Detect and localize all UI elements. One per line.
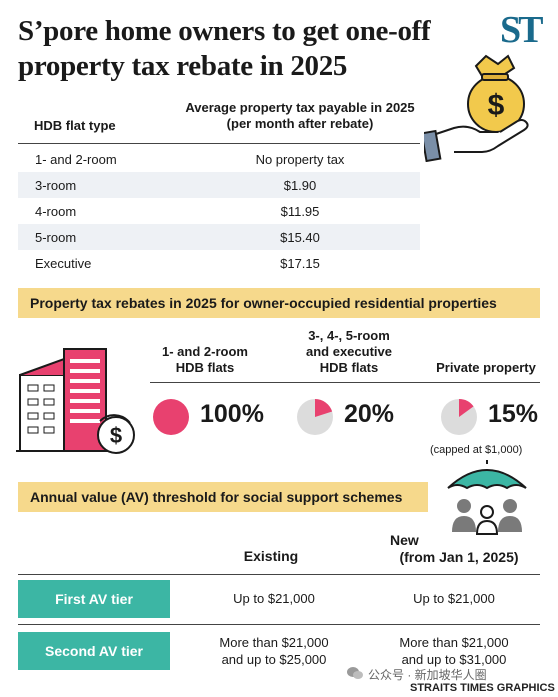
rebate-col-2-line2: HDB flats — [319, 360, 379, 375]
rebate-col-3-header: Private property — [428, 360, 544, 376]
second-tier-existing: More than $21,000 and up to $25,000 — [194, 634, 354, 668]
pie-20-icon — [297, 399, 333, 435]
flat-type: 1- and 2-room — [35, 152, 117, 167]
graphics-credit: STRAITS TIMES GRAPHICS — [410, 682, 555, 694]
pie-100-icon — [153, 399, 189, 435]
umbrella-family-icon — [447, 460, 527, 535]
pie-15-icon — [441, 399, 477, 435]
second-tier-new-line2: and up to $31,000 — [401, 652, 507, 667]
table1-col2-header-line2: (per month after rebate) — [226, 116, 374, 131]
flat-type: 4-room — [35, 204, 77, 219]
tier-first: First AV tier — [18, 580, 170, 618]
tax-value: $15.40 — [280, 230, 320, 245]
tax-value: $1.90 — [283, 178, 317, 193]
watermark-text: 公众号 · 新加坡华人圈 — [368, 668, 487, 682]
svg-text:$: $ — [110, 423, 122, 448]
rebate-col-1-header: 1- and 2-room HDB flats — [150, 344, 260, 376]
first-tier-new: Up to $21,000 — [413, 591, 495, 606]
table-row: 1- and 2-room No property tax — [18, 146, 420, 172]
table1-divider — [18, 143, 420, 144]
tax-value: $17.15 — [280, 256, 320, 271]
second-tier-existing-line1: More than $21,000 — [219, 635, 329, 650]
rebate-col-2-header: 3-, 4-, 5-room and executive HDB flats — [284, 328, 414, 376]
av-col-new-header: New (from Jan 1, 2025) — [384, 532, 534, 566]
table1-col2-header: Average property tax payable in 2025 (pe… — [170, 100, 430, 132]
flat-type: 5-room — [35, 230, 77, 245]
av-col-existing-header: Existing — [243, 548, 299, 564]
rebate-col-3-line2: Private property — [436, 360, 536, 375]
rebate-percent-2: 20% — [344, 400, 395, 428]
flat-type: Executive — [35, 256, 92, 271]
second-tier-new: More than $21,000 and up to $31,000 — [374, 634, 534, 668]
svg-text:$: $ — [488, 89, 505, 122]
table-row: 5-room $15.40 — [18, 224, 420, 250]
headline: S’pore home owners to get one-off proper… — [18, 14, 488, 84]
av-col-new-line2: (from Jan 1, 2025) — [399, 549, 519, 565]
tax-value: $11.95 — [280, 204, 320, 219]
tax-value: No property tax — [255, 152, 345, 167]
rebate-percent-1: 100% — [200, 400, 264, 428]
rebate-col-2-line1: and executive — [306, 344, 392, 359]
rebate-col-1-line1: 1- and 2-room — [162, 344, 248, 359]
av-col-new-line1: New — [390, 532, 419, 548]
av-divider-2 — [18, 624, 540, 625]
building-coin-icon: $ — [16, 348, 135, 454]
rebate-percent-3: 15% — [488, 400, 539, 428]
rebate-col-1-line2: HDB flats — [175, 360, 235, 375]
wechat-icon — [347, 667, 363, 679]
flat-type: 3-room — [35, 178, 77, 193]
headline-line-1: S’pore home owners to get one-off — [18, 15, 431, 47]
headline-line-2: property tax rebate in 2025 — [18, 50, 348, 82]
rebate-col-2-line0: 3-, 4-, 5-room — [308, 328, 390, 343]
st-logo: ST — [500, 9, 544, 51]
table1-col2-header-line1: Average property tax payable in 2025 — [185, 100, 415, 115]
tier-second: Second AV tier — [18, 632, 170, 670]
table-row: Executive $17.15 — [18, 250, 420, 276]
second-tier-new-line1: More than $21,000 — [399, 635, 509, 650]
second-tier-existing-line2: and up to $25,000 — [221, 652, 327, 667]
table-row: 3-room $1.90 — [18, 172, 420, 198]
av-divider-1 — [18, 574, 540, 575]
rebates-divider — [150, 382, 540, 383]
money-bag-hand-icon: $ — [424, 54, 529, 162]
table1-col1-header: HDB flat type — [34, 118, 116, 133]
table-row: 4-room $11.95 — [18, 198, 420, 224]
rebates-band-title: Property tax rebates in 2025 for owner-o… — [18, 288, 540, 318]
first-tier-existing: Up to $21,000 — [233, 591, 315, 606]
av-band-title: Annual value (AV) threshold for social s… — [18, 482, 428, 512]
cap-note: (capped at $1,000) — [430, 444, 523, 456]
